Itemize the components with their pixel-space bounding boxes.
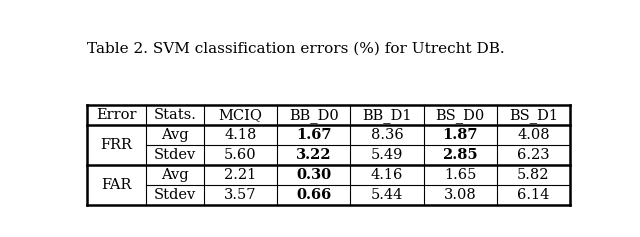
Text: 4.16: 4.16 [371,168,403,182]
Text: 1.65: 1.65 [444,168,476,182]
Text: BB_D1: BB_D1 [362,108,412,123]
Text: FRR: FRR [100,138,132,152]
Text: Stats.: Stats. [154,108,196,122]
Text: BS_D0: BS_D0 [436,108,485,123]
Text: 8.36: 8.36 [371,128,403,142]
Text: Stdev: Stdev [154,188,196,202]
Text: 5.60: 5.60 [224,148,257,162]
Text: Avg: Avg [161,128,189,142]
Text: MCIQ: MCIQ [218,108,262,122]
Text: 3.08: 3.08 [444,188,477,202]
Text: Error: Error [96,108,137,122]
Text: 2.21: 2.21 [225,168,257,182]
Text: 4.08: 4.08 [517,128,550,142]
Text: Avg: Avg [161,168,189,182]
Text: 0.66: 0.66 [296,188,332,202]
Text: FAR: FAR [101,178,132,192]
Text: BB_D0: BB_D0 [289,108,339,123]
Text: 6.14: 6.14 [517,188,550,202]
Text: 5.49: 5.49 [371,148,403,162]
Text: 2.85: 2.85 [442,148,478,162]
Text: Stdev: Stdev [154,148,196,162]
Text: 4.18: 4.18 [225,128,257,142]
Text: 6.23: 6.23 [517,148,550,162]
Text: Table 2. SVM classification errors (%) for Utrecht DB.: Table 2. SVM classification errors (%) f… [88,41,505,55]
Text: 3.57: 3.57 [224,188,257,202]
Text: 5.44: 5.44 [371,188,403,202]
Text: 1.87: 1.87 [442,128,478,142]
Text: 3.22: 3.22 [296,148,332,162]
Text: 1.67: 1.67 [296,128,332,142]
Text: 0.30: 0.30 [296,168,332,182]
Text: 5.82: 5.82 [517,168,550,182]
Text: BS_D1: BS_D1 [509,108,558,123]
